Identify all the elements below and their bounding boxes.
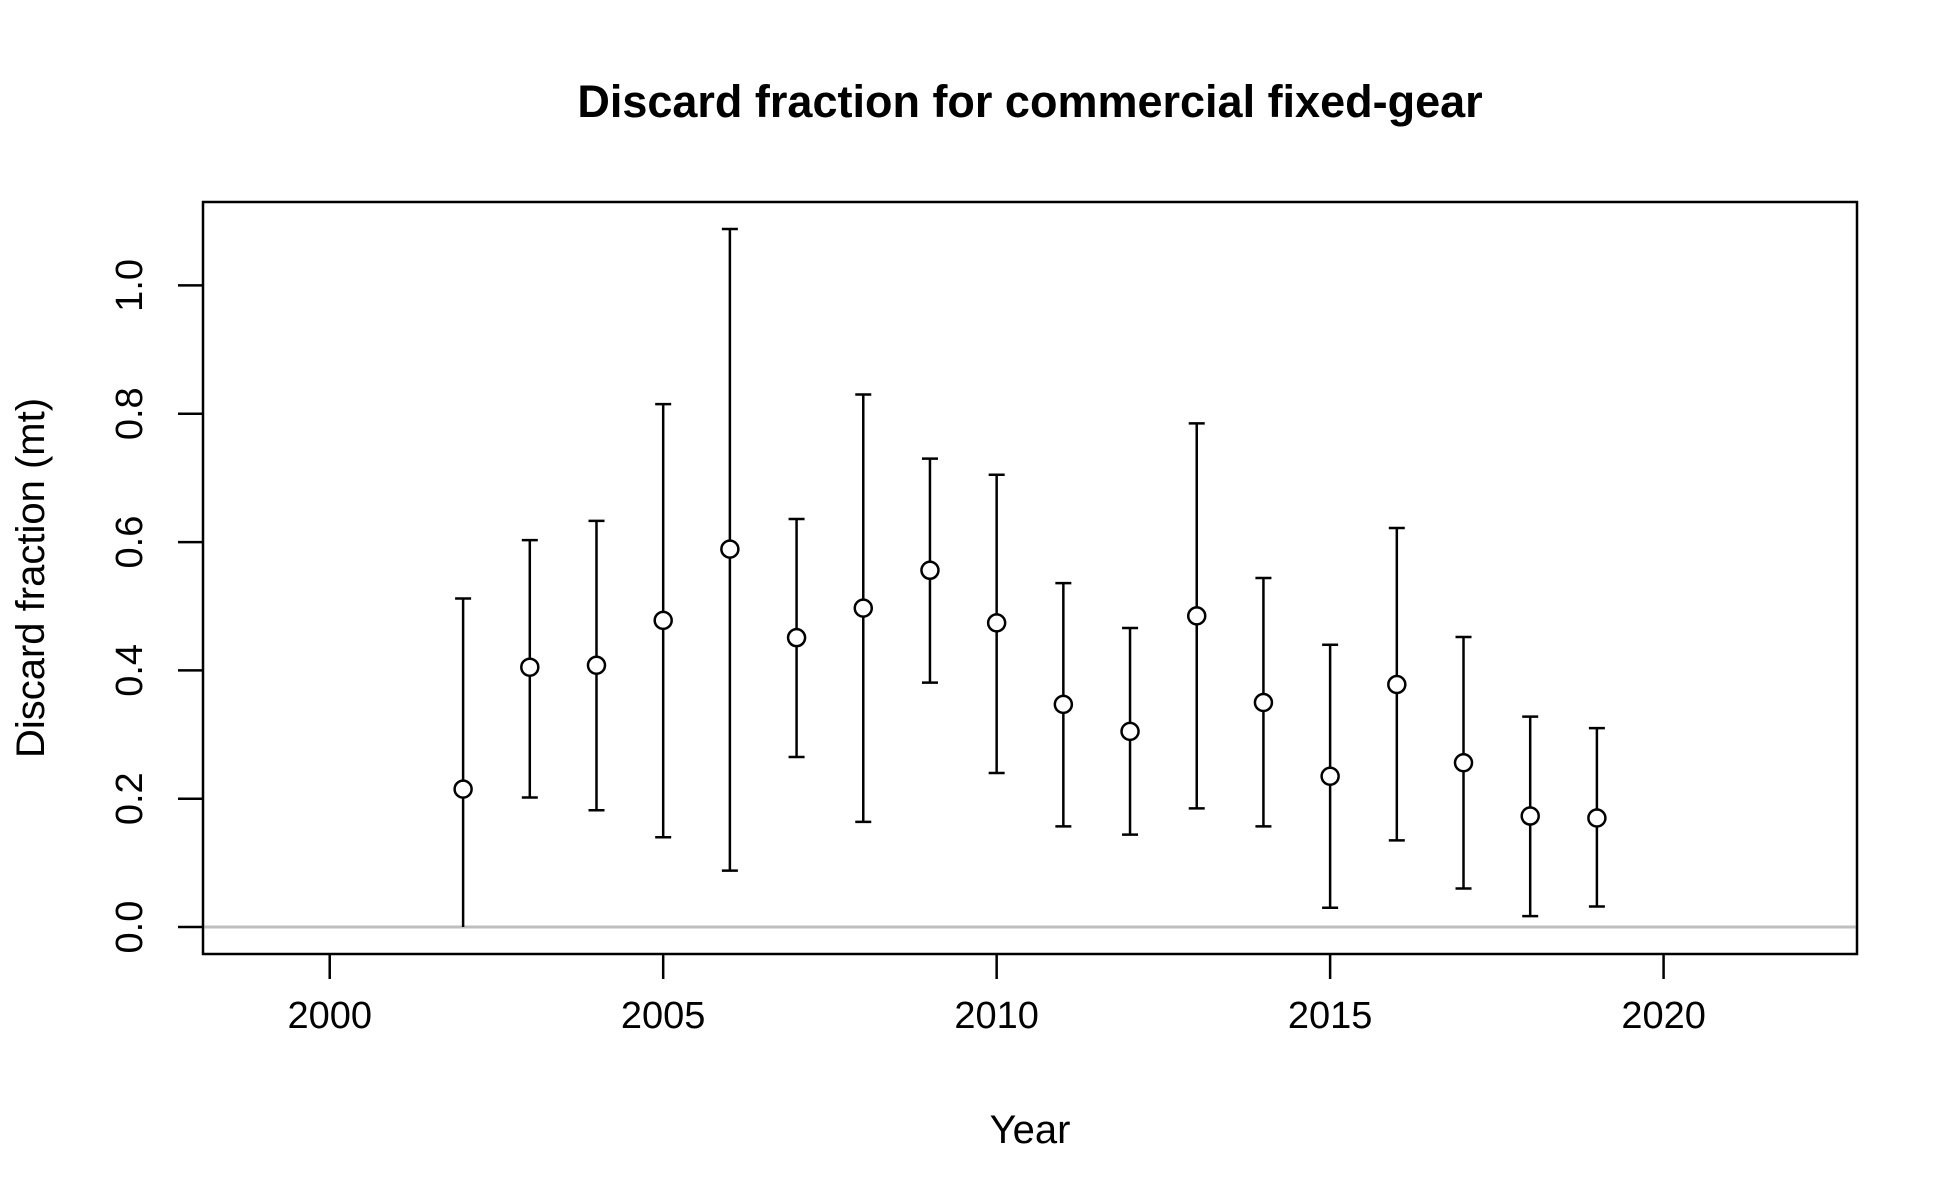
data-point [1253, 692, 1274, 713]
data-point [1053, 694, 1074, 715]
y-tick-label: 1.0 [109, 259, 151, 312]
x-tick-label: 2015 [1288, 995, 1373, 1037]
y-tick-label: 0.2 [109, 772, 151, 825]
data-point [1186, 606, 1207, 626]
y-tick-label: 0.4 [109, 644, 151, 697]
x-tick-label: 2010 [954, 995, 1039, 1037]
data-point [920, 560, 940, 581]
data-point [986, 613, 1007, 633]
y-axis: 0.0 0.2 0.4 0.6 0.8 1.0 [109, 259, 203, 953]
data-point [586, 655, 607, 676]
chart-title: Discard fraction for commercial fixed-ge… [577, 76, 1482, 127]
data-point [653, 610, 673, 631]
data-point [453, 779, 473, 799]
error-bars [455, 227, 1605, 928]
y-tick-label: 0.0 [109, 901, 151, 954]
data-points [453, 539, 1607, 828]
x-axis-label: Year [990, 1108, 1071, 1152]
x-tick-label: 2020 [1621, 995, 1706, 1037]
data-point [853, 598, 874, 618]
x-axis: 2000 2005 2010 2015 2020 [287, 954, 1706, 1037]
data-point [1453, 753, 1474, 773]
data-point [720, 539, 740, 559]
y-axis-label: Discard fraction (mt) [9, 398, 53, 758]
x-tick-label: 2000 [287, 995, 372, 1037]
data-point [1387, 674, 1407, 695]
data-point [786, 627, 807, 648]
data-point [1587, 808, 1607, 828]
y-tick-label: 0.8 [109, 387, 151, 440]
y-tick-label: 0.6 [109, 516, 151, 569]
data-point [1320, 766, 1340, 787]
data-point [520, 657, 540, 677]
data-point [1520, 806, 1540, 826]
plot-frame [201, 200, 1859, 956]
x-tick-label: 2005 [621, 995, 706, 1037]
data-point [1120, 721, 1140, 742]
